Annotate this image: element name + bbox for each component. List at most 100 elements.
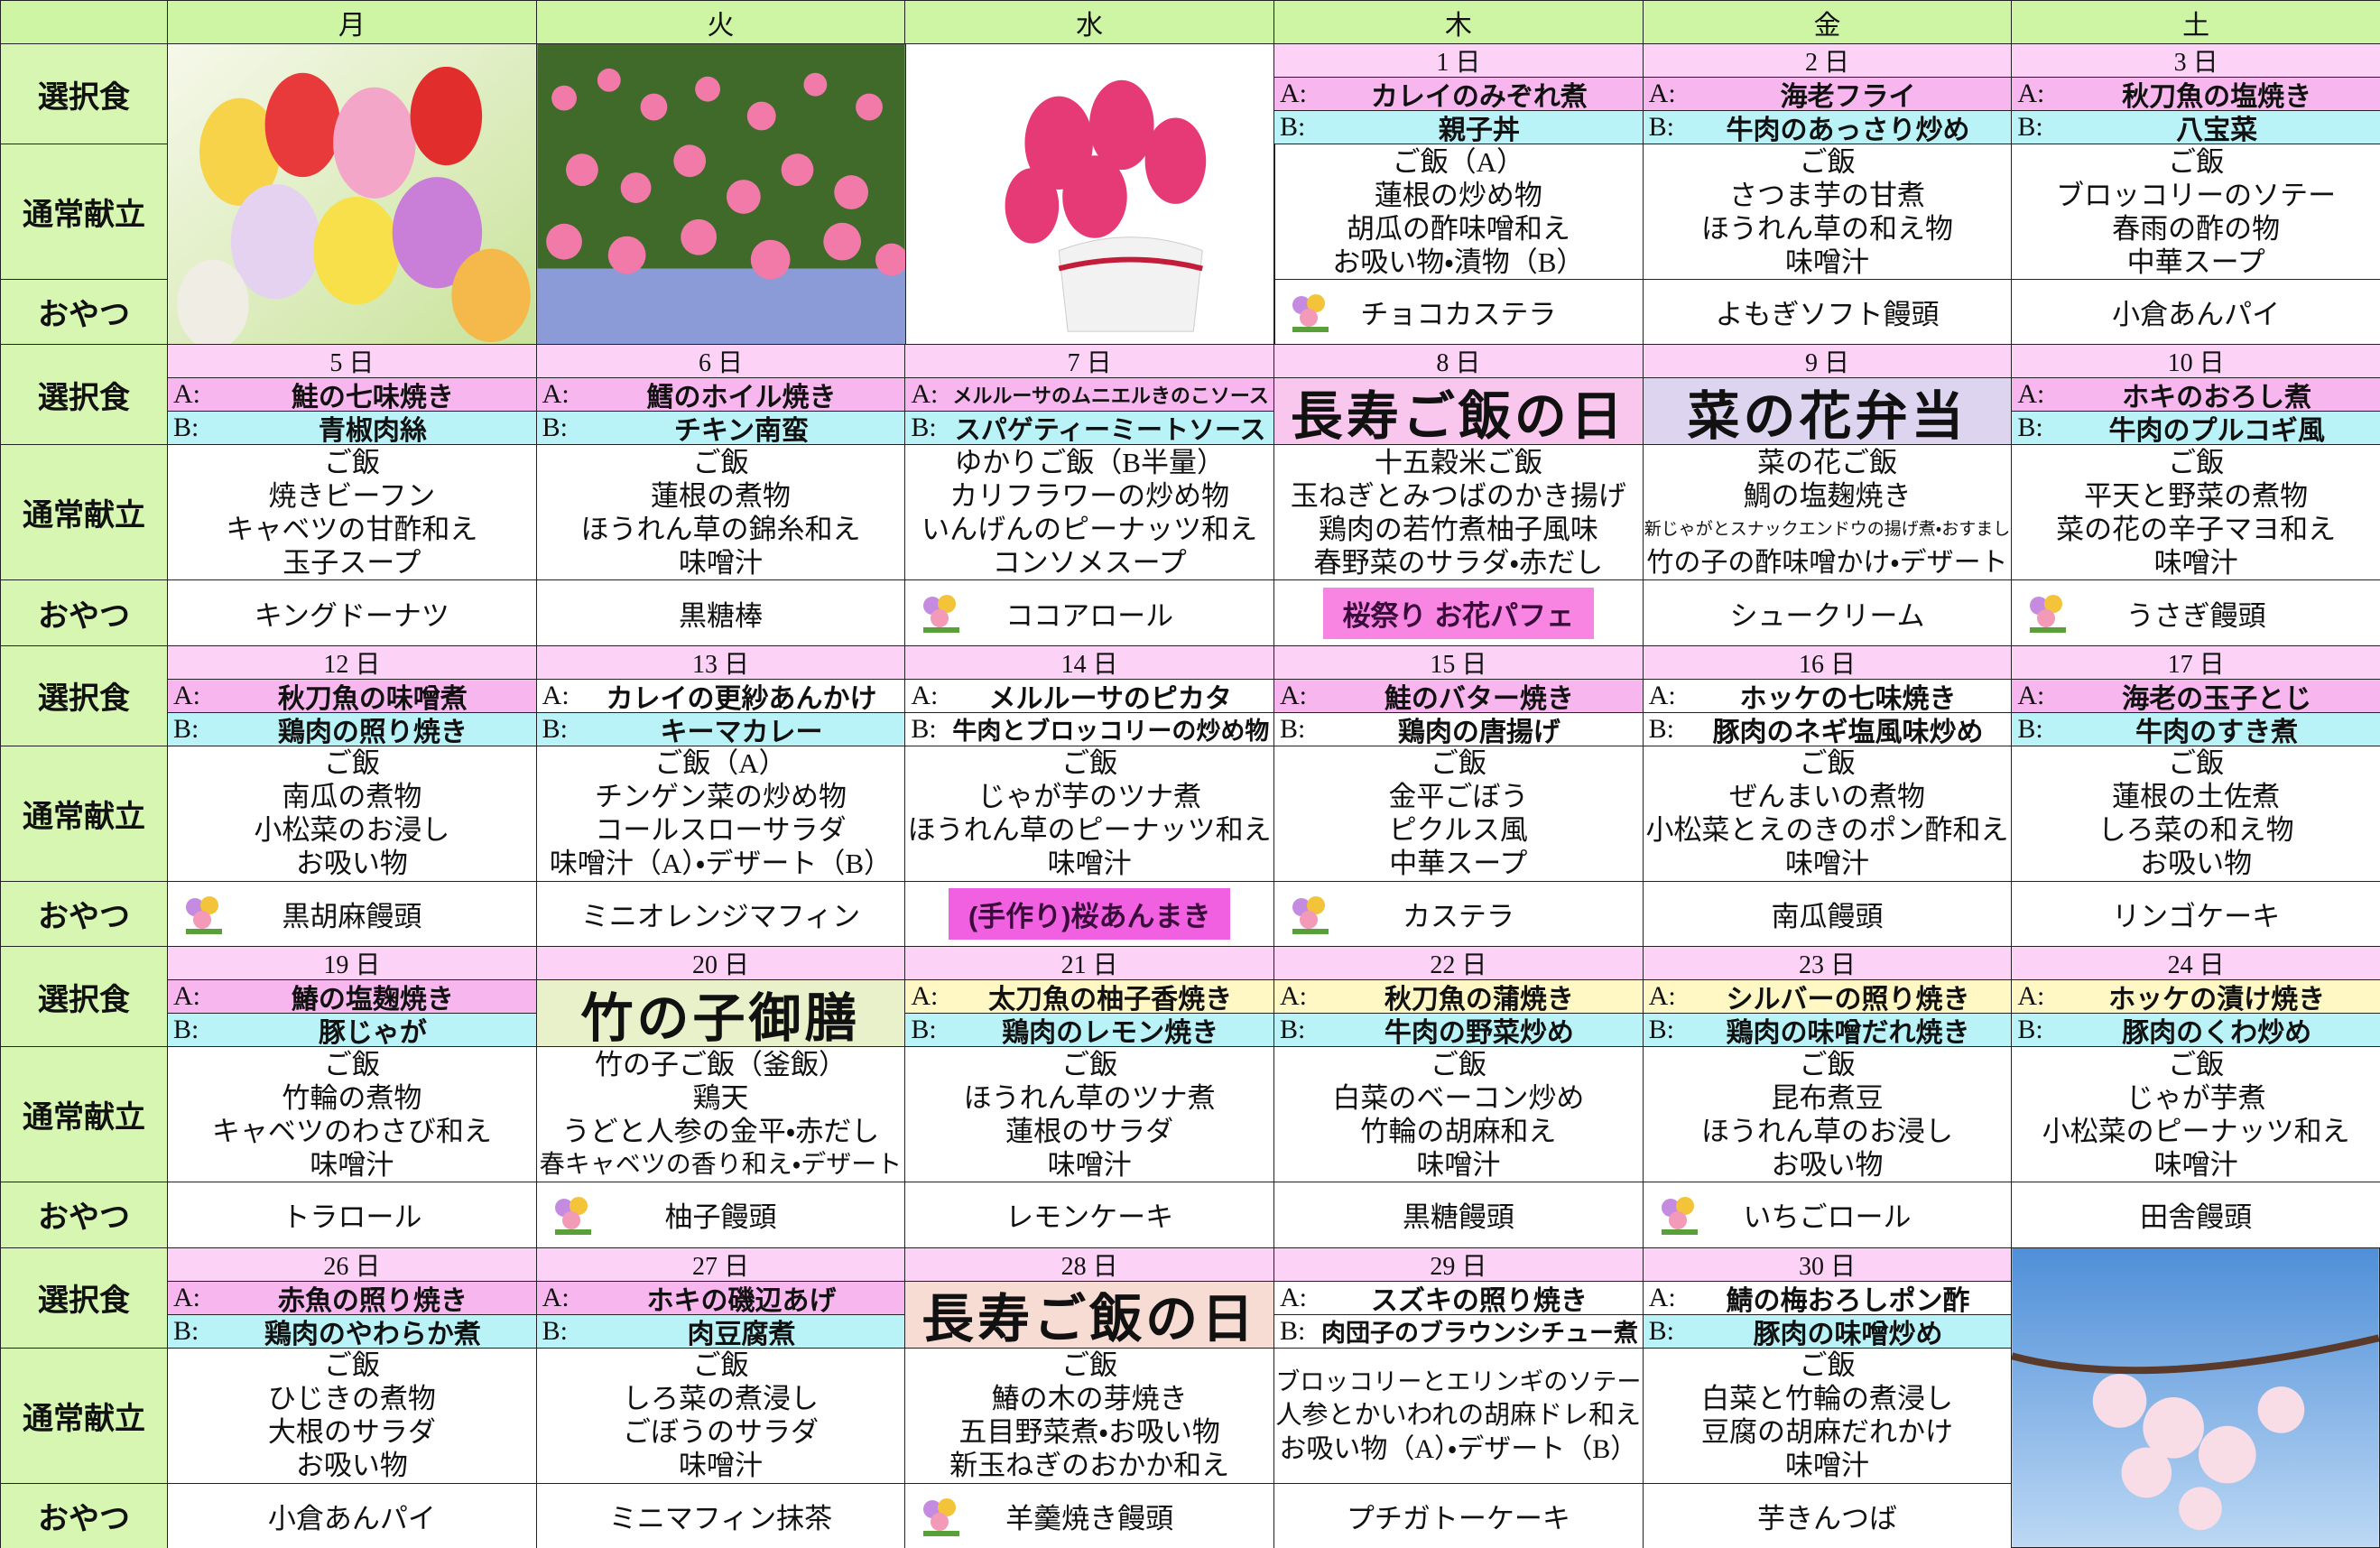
choice: A: 赤魚の照り焼き xyxy=(167,1280,537,1315)
choice-label: B: xyxy=(1280,713,1306,744)
date: 9 日 xyxy=(1642,344,2013,379)
dish: スパゲティーミートソース xyxy=(954,416,1266,446)
dish: 八宝菜 xyxy=(2176,116,2258,144)
menu: ご飯 平天と野菜の煮物 菜の花の辛子マヨ和え 味噌汁 xyxy=(2011,444,2380,581)
banner: 菜の花弁当 xyxy=(1642,377,2013,446)
choice-label: B: xyxy=(1280,1015,1306,1045)
menu-item: コンソメスープ xyxy=(992,546,1187,579)
menu: ご飯 ほうれん草のツナ煮 蓮根のサラダ 味噌汁 xyxy=(904,1046,1274,1183)
row-label: 通常献立 xyxy=(0,144,168,280)
snack-text: レモンケーキ xyxy=(1005,1201,1174,1234)
dish: ホキの磯辺あげ xyxy=(646,1285,837,1315)
snack: 羊羹焼き饅頭 xyxy=(904,1482,1274,1548)
date: 29 日 xyxy=(1273,1247,1644,1282)
snack: 芋きんつば xyxy=(1642,1482,2013,1548)
choice-label: A: xyxy=(173,1282,200,1312)
snack: リンゴケーキ xyxy=(2011,880,2380,948)
dish: 鶏肉のレモン焼き xyxy=(1002,1018,1219,1048)
dish: 牛肉のプルコギ風 xyxy=(2108,416,2325,446)
menu-item: 中華スープ xyxy=(2126,246,2265,278)
corner xyxy=(0,0,168,44)
menu-item: さつま芋の甘煮 xyxy=(1728,179,1925,211)
snack: 小倉あんパイ xyxy=(2011,279,2380,346)
choice: B: 牛肉のあっさり炒め xyxy=(1642,110,2013,144)
date: 2 日 xyxy=(1642,43,2013,78)
choice-label: B: xyxy=(542,412,569,443)
choice-label: A: xyxy=(173,981,200,1012)
snack: ミニオレンジマフィン xyxy=(535,880,906,948)
date: 22 日 xyxy=(1273,946,1644,981)
menu-item: ご飯（A） xyxy=(654,747,787,780)
menu-item: 味噌汁 xyxy=(1784,848,1869,880)
date: 5 日 xyxy=(167,344,537,379)
dish: 牛肉とブロッコリーの炒め物 xyxy=(952,718,1270,746)
choice-label: B: xyxy=(173,412,199,443)
menu-item: 玉ねぎとみつばのかき揚げ xyxy=(1290,479,1626,512)
dish: 秋刀魚の味噌煮 xyxy=(277,683,468,713)
banner: 竹の子御膳 xyxy=(535,979,906,1048)
date: 24 日 xyxy=(2011,946,2380,981)
menu-item: 春雨の酢の物 xyxy=(2112,212,2281,245)
snack-text: プチガトーケーキ xyxy=(1346,1502,1570,1534)
choice-label: A: xyxy=(173,379,200,410)
choice: B: 八宝菜 xyxy=(2011,110,2380,144)
snack-text: 黒糖饅頭 xyxy=(1402,1201,1514,1234)
flower-icon xyxy=(554,1197,591,1236)
choice: B: 豚じゃが xyxy=(167,1013,537,1048)
menu-item: お吸い物 xyxy=(295,848,408,880)
choice-label: A: xyxy=(542,1282,570,1312)
menu-item: 新じゃがとスナックエンドウの揚げ煮・おすまし xyxy=(1644,519,2011,539)
dish: シルバーの照り焼き xyxy=(1726,985,1970,1015)
choice-label: B: xyxy=(1280,112,1306,142)
choice: B: 鶏肉のやわらか煮 xyxy=(167,1313,537,1349)
dish: 豚じゃが xyxy=(318,1018,427,1048)
menu-item: お吸い物・漬物（B） xyxy=(1332,246,1585,278)
choice-label: B: xyxy=(173,713,199,744)
choice-label: A: xyxy=(911,680,939,710)
dish: 海老の玉子とじ xyxy=(2122,683,2312,713)
menu-item: ご飯 xyxy=(692,1349,749,1382)
choice: A: 太刀魚の柚子香焼き xyxy=(904,979,1274,1015)
menu: ご飯 昆布煮豆 ほうれん草のお浸し お吸い物 xyxy=(1642,1046,2013,1183)
dish: 親子丼 xyxy=(1438,116,1520,144)
menu-item: 味噌汁 xyxy=(1784,246,1869,278)
date: 28 日 xyxy=(904,1247,1274,1282)
menu-item: 味噌汁 xyxy=(310,1148,394,1181)
snack-text: リンゴケーキ xyxy=(2112,900,2281,932)
snack-text: チョコカステラ xyxy=(1360,299,1557,331)
date: 20 日 xyxy=(535,946,906,981)
row-label: 選択食 xyxy=(0,344,168,446)
choice: B: 牛肉の野菜炒め xyxy=(1273,1013,1644,1048)
menu-item: ピクルス風 xyxy=(1388,814,1528,847)
menu-item: 鶏天 xyxy=(692,1081,749,1114)
choice: B: 豚肉のくわ炒め xyxy=(2011,1013,2380,1048)
dish: 牛肉の野菜炒め xyxy=(1384,1018,1574,1048)
dish: 肉団子のブラウンシチュー煮 xyxy=(1321,1320,1638,1348)
snack-text: 柚子饅頭 xyxy=(664,1201,777,1234)
menu: ご飯 鰆の木の芽焼き 五目野菜煮・お吸い物 新玉ねぎのおかか和え xyxy=(904,1347,1274,1484)
choice-label: A: xyxy=(173,680,200,710)
choice-label: A: xyxy=(1280,79,1307,108)
menu-item: 春野菜のサラダ・赤だし xyxy=(1313,546,1604,579)
menu: ご飯 白菜のベーコン炒め 竹輪の胡麻和え 味噌汁 xyxy=(1273,1046,1644,1183)
menu-item: キャベツの甘酢和え xyxy=(226,513,478,545)
snack: 田舎饅頭 xyxy=(2011,1182,2380,1248)
menu-item: 鯛の塩麹焼き xyxy=(1743,479,1912,512)
snack-text: 芋きんつば xyxy=(1756,1502,1897,1534)
menu-item: 味噌汁 xyxy=(2153,1148,2238,1181)
menu-item: ご飯 xyxy=(2168,145,2225,178)
menu: ご飯 ひじきの煮物 大根のサラダ お吸い物 xyxy=(167,1347,537,1484)
date: 10 日 xyxy=(2011,344,2380,379)
row-label: 通常献立 xyxy=(0,745,168,882)
choice-label: B: xyxy=(2017,1015,2043,1045)
choice-label: B: xyxy=(1648,1015,1675,1045)
snack-text: 小倉あんパイ xyxy=(2112,299,2281,331)
menu-item: 新玉ねぎのおかか和え xyxy=(949,1450,1230,1482)
choice: A: 鯖の梅おろしポン酢 xyxy=(1642,1280,2013,1315)
menu-item: 菜の花ご飯 xyxy=(1756,446,1897,478)
dish: 秋刀魚の蒲焼き xyxy=(1384,985,1574,1015)
snack: 黒糖棒 xyxy=(535,579,906,646)
dish: スズキの照り焼き xyxy=(1370,1285,1588,1315)
choice: A: メルルーサのムニエルきのこソース xyxy=(904,377,1274,412)
